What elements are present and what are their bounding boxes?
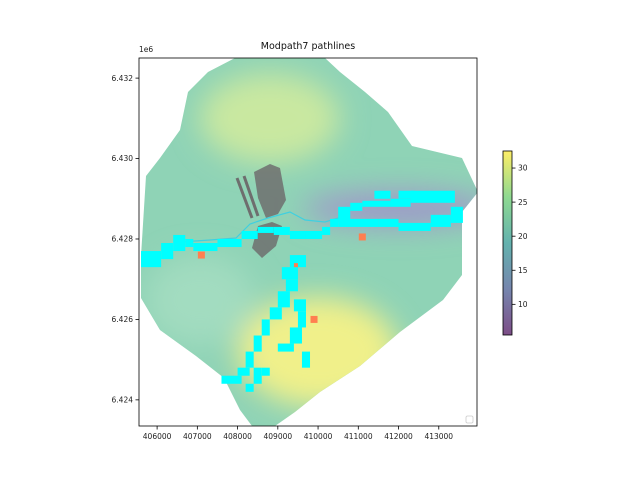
colorbar-frame: [502, 150, 513, 336]
pathline-cell: [398, 190, 415, 199]
y-tick-label: 6.424: [112, 396, 134, 405]
pathline-cell: [261, 367, 270, 376]
pathline-cell: [322, 226, 331, 235]
pathline-cell: [289, 255, 306, 268]
pathline-cell: [430, 214, 451, 227]
pathline-cell: [398, 222, 431, 231]
colorbar-tick-label: 25: [518, 198, 528, 207]
y-tick-label: 6.426: [112, 315, 134, 324]
pathline-cell: [141, 251, 162, 268]
x-tick-label: 411000: [344, 432, 373, 441]
legend-box: [465, 415, 474, 424]
colorbar-gradient: [503, 151, 512, 335]
x-axis: 406000 407000 408000 409000 410000 411000 4120…: [143, 426, 453, 441]
y-tick-label: 6.430: [112, 154, 134, 163]
x-tick-label: 413000: [424, 432, 453, 441]
axes-frame: [138, 57, 478, 427]
pathline-cell: [305, 230, 323, 239]
pathline-cells: [141, 190, 463, 392]
x-tick-label: 409000: [264, 432, 293, 441]
pathline-cell: [245, 383, 254, 392]
lake-upper: [254, 164, 286, 218]
pathline-cell: [338, 218, 379, 227]
wells: [197, 233, 366, 323]
pathline-cell: [285, 279, 298, 292]
pathline-cell: [217, 238, 242, 248]
well-marker: [310, 315, 318, 323]
drain-line-2: [242, 175, 260, 217]
pathline-cell: [297, 311, 306, 328]
pathline-cell: [245, 351, 254, 368]
x-tick-label: 412000: [384, 432, 413, 441]
pathline-cell: [281, 267, 298, 280]
pathline-cell: [257, 226, 274, 233]
pathline-cell: [277, 343, 294, 352]
pathline-cell: [378, 218, 399, 227]
pathline-cell: [173, 234, 186, 252]
pathline-cell: [330, 218, 339, 227]
pathline-cell: [350, 202, 363, 211]
pathline-cell: [293, 299, 306, 312]
pathline-cell: [410, 190, 455, 203]
y-tick-label: 6.428: [112, 235, 134, 244]
pathline-cell: [241, 230, 258, 239]
pathline-cell: [269, 307, 282, 320]
y-tick-label: 6.432: [112, 74, 134, 83]
mid-head-zone: [145, 255, 255, 345]
well-marker: [293, 263, 298, 268]
pathline-cell: [161, 243, 174, 260]
x-tick-label: 407000: [183, 432, 212, 441]
pathline-cell: [301, 351, 311, 368]
x-tick-label: 406000: [143, 432, 172, 441]
pathline-cell: [237, 367, 250, 376]
chart-title: Modpath7 pathlines: [261, 41, 355, 52]
well-marker: [197, 251, 205, 259]
pathline-cell: [289, 230, 306, 239]
x-tick-label: 408000: [223, 432, 252, 441]
colorbar: 10 15 20 25 30: [502, 150, 528, 336]
pathline-cell: [193, 243, 218, 252]
pathline-cell: [261, 319, 270, 336]
pathline-cell: [253, 335, 262, 352]
pathline-cell: [185, 238, 194, 248]
pathline-cell: [450, 206, 463, 223]
high-head-zone-north: [199, 73, 340, 164]
x-tick-label: 410000: [304, 432, 333, 441]
pathline-cell: [362, 200, 391, 207]
colorbar-tick-label: 10: [518, 300, 528, 309]
colorbar-ticks: 10 15 20 25 30: [512, 164, 528, 309]
pathline-cell: [277, 291, 290, 308]
colorbar-tick-label: 20: [518, 232, 528, 241]
pathline-cell: [273, 226, 290, 235]
y-offset-label: 1e6: [139, 45, 153, 54]
pathline-cell: [253, 367, 262, 384]
pathline-cell: [221, 375, 242, 384]
y-axis: 6.424 6.426 6.428 6.430 6.432: [112, 74, 139, 405]
pathline-cell: [390, 198, 411, 207]
pathline-cell: [374, 190, 391, 199]
drain-line-1: [235, 177, 254, 219]
colorbar-tick-label: 30: [518, 164, 528, 173]
well-marker: [358, 233, 366, 241]
colorbar-tick-label: 15: [518, 266, 528, 275]
pathline-cell: [289, 327, 302, 344]
